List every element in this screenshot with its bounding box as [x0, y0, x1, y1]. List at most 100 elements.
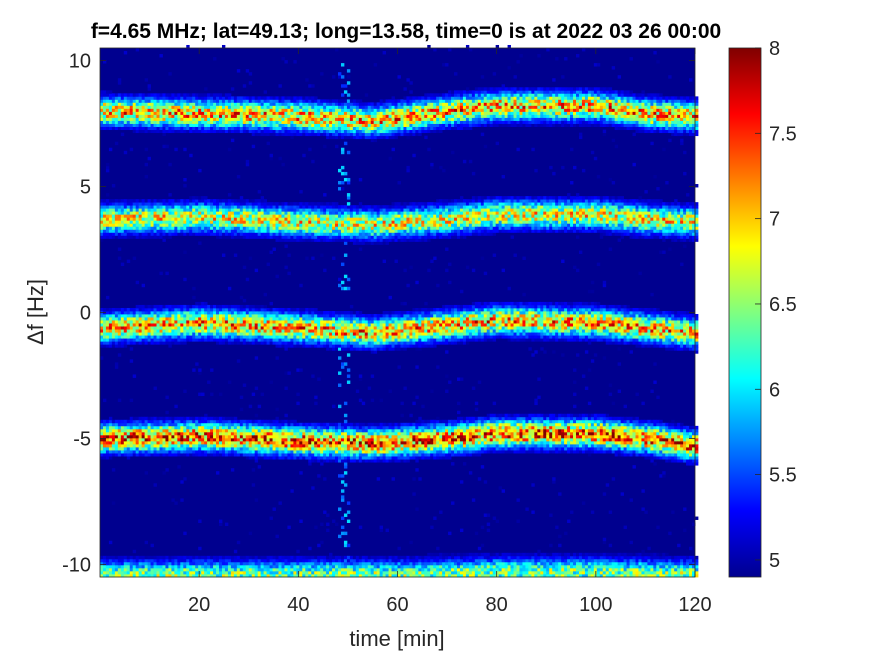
- heatmap-cell: [174, 229, 177, 232]
- heatmap-cell: [287, 108, 290, 111]
- heatmap-cell: [264, 571, 267, 574]
- heatmap-cell: [302, 344, 305, 347]
- heatmap-cell: [177, 96, 180, 99]
- heatmap-cell: [112, 501, 115, 504]
- heatmap-cell: [234, 450, 237, 453]
- heatmap-cell: [213, 118, 216, 121]
- heatmap-cell: [231, 127, 234, 130]
- heatmap-cell: [222, 99, 225, 102]
- heatmap-cell: [213, 130, 216, 133]
- heatmap-cell: [335, 344, 338, 347]
- heatmap-cell: [320, 232, 323, 235]
- heatmap-cell: [204, 444, 207, 447]
- heatmap-cell: [115, 559, 118, 562]
- heatmap-cell: [258, 571, 261, 574]
- heatmap-cell: [171, 441, 174, 444]
- heatmap-cell: [249, 202, 252, 205]
- heatmap-cell: [231, 559, 234, 562]
- heatmap-cell: [204, 568, 207, 571]
- heatmap-cell: [273, 229, 276, 232]
- heatmap-cell: [231, 308, 234, 311]
- heatmap-cell: [308, 320, 311, 323]
- heatmap-cell: [201, 229, 204, 232]
- heatmap-cell: [165, 453, 168, 456]
- heatmap-cell: [154, 432, 157, 435]
- heatmap-cell: [273, 223, 276, 226]
- heatmap-cell: [121, 444, 124, 447]
- heatmap-cell: [168, 308, 171, 311]
- heatmap-cell: [249, 438, 252, 441]
- heatmap-cell: [258, 326, 261, 329]
- heatmap-cell: [293, 214, 296, 217]
- heatmap-cell: [293, 118, 296, 121]
- heatmap-cell: [243, 205, 246, 208]
- heatmap-cell: [326, 347, 329, 350]
- heatmap-cell: [258, 329, 261, 332]
- heatmap-cell: [180, 96, 183, 99]
- heatmap-cell: [127, 329, 130, 332]
- heatmap-cell: [338, 371, 341, 374]
- heatmap-cell: [326, 435, 329, 438]
- heatmap-cell: [231, 447, 234, 450]
- heatmap-cell: [112, 568, 115, 571]
- heatmap-cell: [133, 118, 136, 121]
- heatmap-cell: [314, 211, 317, 214]
- heatmap-cell: [246, 202, 249, 205]
- heatmap-cell: [162, 238, 165, 241]
- heatmap-cell: [219, 450, 222, 453]
- heatmap-cell: [171, 102, 174, 105]
- heatmap-cell: [189, 453, 192, 456]
- heatmap-cell: [207, 208, 210, 211]
- heatmap-cell: [204, 562, 207, 565]
- heatmap-cell: [338, 121, 341, 124]
- heatmap-cell: [252, 568, 255, 571]
- heatmap-cell: [231, 214, 234, 217]
- heatmap-cell: [281, 568, 284, 571]
- heatmap-cell: [192, 308, 195, 311]
- heatmap-cell: [168, 562, 171, 565]
- heatmap-cell: [115, 426, 118, 429]
- heatmap-cell: [124, 118, 127, 121]
- heatmap-cell: [225, 338, 228, 341]
- heatmap-cell: [151, 96, 154, 99]
- heatmap-cell: [100, 308, 103, 311]
- heatmap-cell: [258, 124, 261, 127]
- heatmap-cell: [270, 235, 273, 238]
- heatmap-cell: [154, 127, 157, 130]
- heatmap-cell: [162, 323, 165, 326]
- heatmap-cell: [296, 220, 299, 223]
- heatmap-cell: [112, 217, 115, 220]
- heatmap-cell: [281, 314, 284, 317]
- heatmap-cell: [335, 226, 338, 229]
- heatmap-cell: [261, 202, 264, 205]
- heatmap-cell: [279, 102, 282, 105]
- heatmap-cell: [329, 323, 332, 326]
- heatmap-cell: [279, 157, 282, 160]
- heatmap-cell: [121, 226, 124, 229]
- heatmap-cell: [264, 118, 267, 121]
- heatmap-cell: [332, 326, 335, 329]
- heatmap-cell: [249, 432, 252, 435]
- heatmap-cell: [121, 102, 124, 105]
- heatmap-cell: [112, 435, 115, 438]
- heatmap-cell: [341, 556, 344, 559]
- heatmap-cell: [148, 105, 151, 108]
- heatmap-cell: [323, 108, 326, 111]
- heatmap-cell: [189, 105, 192, 108]
- heatmap-cell: [201, 565, 204, 568]
- heatmap-cell: [255, 562, 258, 565]
- heatmap-cell: [329, 429, 332, 432]
- heatmap-cell: [317, 329, 320, 332]
- heatmap-cell: [127, 96, 130, 99]
- heatmap-cell: [195, 214, 198, 217]
- heatmap-cell: [252, 127, 255, 130]
- heatmap-cell: [133, 550, 136, 553]
- heatmap-cell: [299, 562, 302, 565]
- heatmap-cell: [130, 235, 133, 238]
- heatmap-cell: [154, 199, 157, 202]
- heatmap-cell: [183, 326, 186, 329]
- heatmap-cell: [171, 562, 174, 565]
- heatmap-cell: [311, 314, 314, 317]
- heatmap-cell: [157, 108, 160, 111]
- heatmap-cell: [264, 435, 267, 438]
